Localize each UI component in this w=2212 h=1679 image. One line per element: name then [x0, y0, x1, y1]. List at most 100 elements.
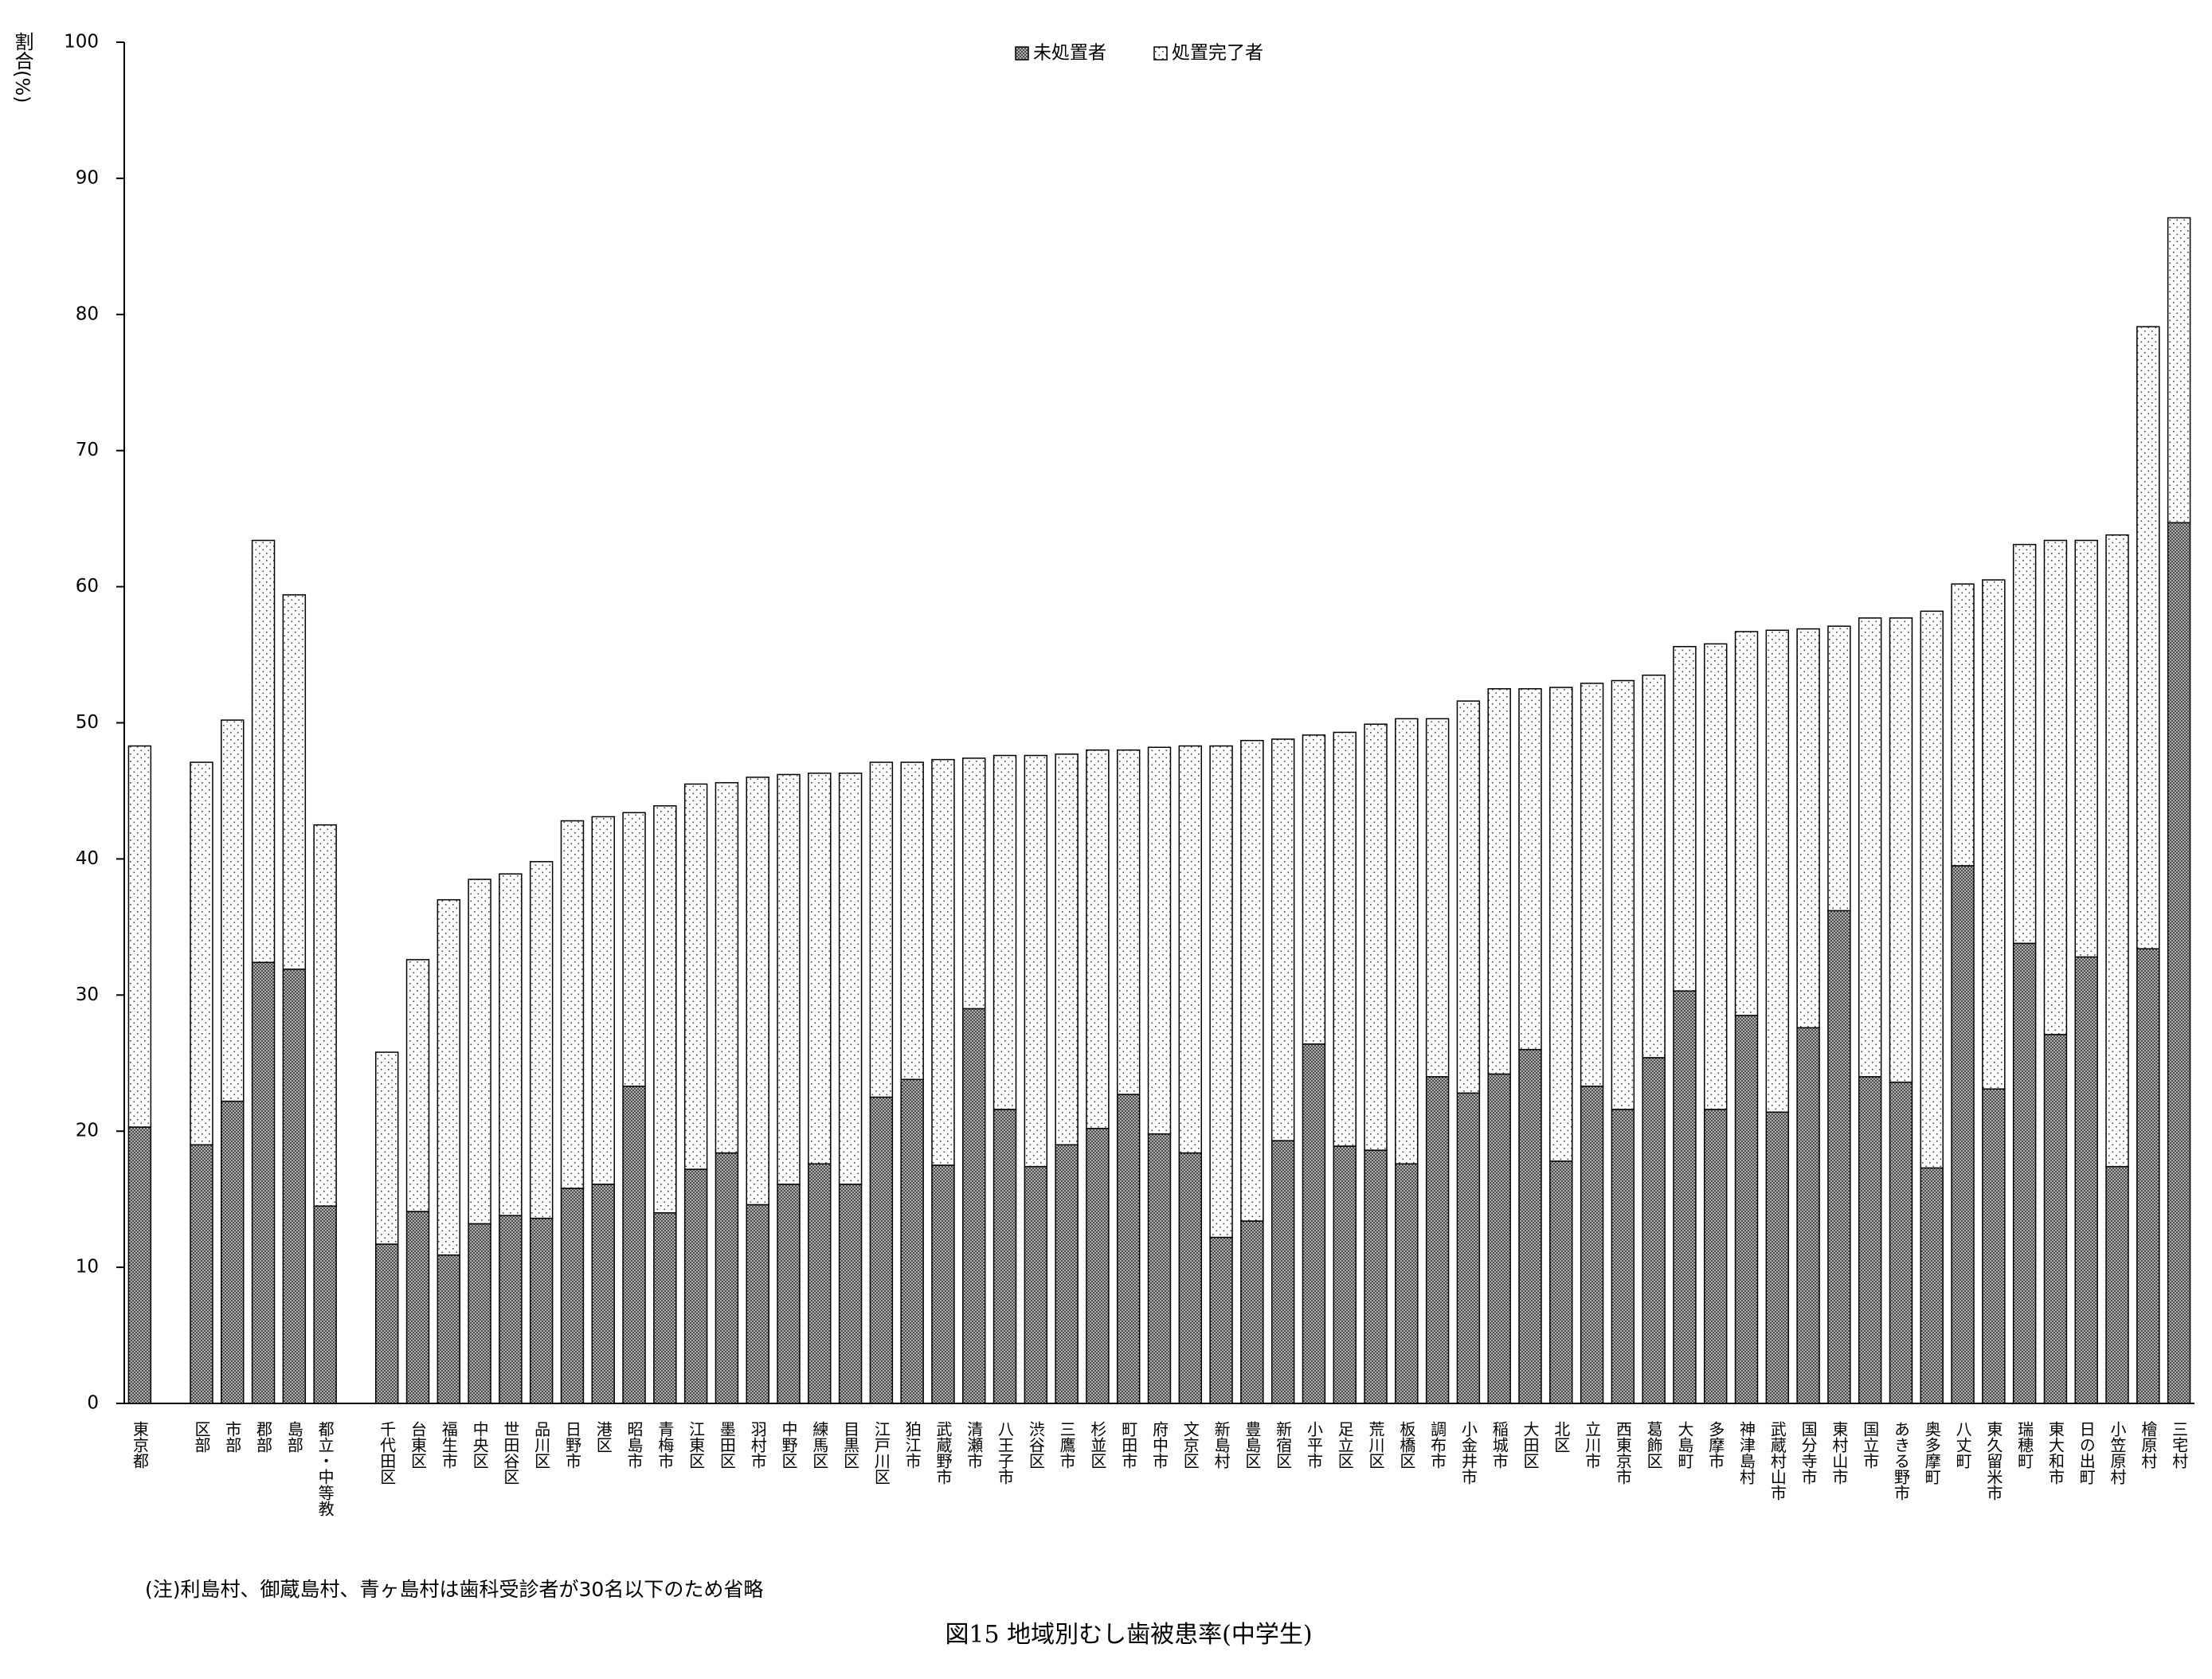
bar-segment	[1425, 1076, 1450, 1404]
x-tick-label: 町田市	[1119, 1421, 1138, 1469]
x-tick-label: 渋谷区	[1026, 1421, 1045, 1469]
bar-segment	[1580, 683, 1604, 1087]
x-tick-label: 日の出町	[2077, 1421, 2096, 1485]
x-tick-label: 世田谷区	[501, 1421, 520, 1485]
bar-segment	[1889, 1081, 1913, 1404]
bar-segment	[746, 777, 769, 1206]
bar-segment	[529, 1217, 554, 1404]
bar-segment	[1611, 679, 1635, 1110]
x-tick-label: 江東区	[687, 1421, 706, 1469]
x-tick-label: 神津島村	[1737, 1421, 1756, 1485]
bar-segment	[1086, 1128, 1110, 1404]
bar-segment	[1209, 745, 1233, 1239]
bar-segment	[1518, 1048, 1542, 1404]
bar-segment	[622, 1086, 646, 1404]
x-tick-label: 葛飾区	[1644, 1421, 1663, 1469]
y-tick-label: 0	[87, 1393, 99, 1414]
bar-segment	[1704, 643, 1728, 1110]
bar-segment	[127, 745, 152, 1128]
x-tick-label: 目黒区	[841, 1421, 860, 1469]
bar-segment	[1302, 1043, 1326, 1404]
x-tick-label: 島部	[284, 1421, 303, 1453]
bar-segment	[2105, 1165, 2129, 1404]
x-tick-label: 板橋区	[1397, 1421, 1416, 1469]
x-tick-label: 瑞穂町	[2015, 1421, 2034, 1469]
y-tick-label: 20	[76, 1121, 99, 1141]
bar-segment	[1024, 1165, 1048, 1404]
bar-segment	[2043, 539, 2068, 1035]
bar-segment	[1270, 1140, 1295, 1404]
bar-segment	[468, 879, 491, 1225]
bar-segment	[1147, 1133, 1172, 1404]
bar-segment	[437, 898, 461, 1256]
bar-segment	[653, 1211, 677, 1404]
bar-segment	[1549, 1160, 1573, 1404]
bar-segment	[1827, 625, 1851, 912]
bar-segment	[1395, 718, 1419, 1164]
x-tick-label: 東村山市	[1830, 1421, 1849, 1485]
x-tick-label: 国分寺市	[1799, 1421, 1818, 1485]
bar-segment	[1178, 745, 1203, 1154]
bar-segment	[1209, 1236, 1233, 1404]
y-tick-label: 70	[76, 440, 99, 460]
bar-segment	[405, 959, 430, 1212]
bar-segment	[1858, 617, 1882, 1078]
bar-segment	[1796, 628, 1820, 1029]
x-tick-label: 檜原村	[2139, 1421, 2158, 1469]
bar-segment	[1642, 1057, 1666, 1404]
bar-segment	[1920, 610, 1944, 1169]
bar-segment	[869, 761, 894, 1098]
y-tick-label: 90	[76, 167, 99, 188]
y-tick-label: 60	[76, 576, 99, 597]
bar-segment	[375, 1051, 399, 1245]
bar-segment	[127, 1126, 152, 1404]
bar-segment	[221, 719, 245, 1102]
x-tick-label: 八丈町	[1953, 1421, 1972, 1469]
bar-segment	[529, 861, 554, 1219]
bar-segment	[714, 1152, 739, 1404]
x-tick-label: 市部	[223, 1421, 242, 1453]
y-tick-label: 50	[76, 712, 99, 733]
bar-segment	[869, 1096, 894, 1404]
x-tick-label: 三鷹市	[1057, 1421, 1076, 1469]
x-tick-label: 杉並区	[1088, 1421, 1107, 1469]
bar-segment	[1951, 583, 1975, 867]
x-tick-label: 千代田区	[378, 1421, 397, 1485]
y-tick-label: 80	[76, 303, 99, 324]
x-tick-label: 清瀬市	[965, 1421, 984, 1469]
bar-segment	[1270, 738, 1295, 1141]
y-tick-label: 30	[76, 984, 99, 1005]
bar-segment	[1086, 749, 1110, 1129]
y-axis-label: 割合(%)	[11, 32, 33, 104]
bar-segment	[1858, 1076, 1882, 1404]
bar-segment	[560, 820, 585, 1189]
y-tick-label: 40	[76, 848, 99, 869]
bar-segment	[683, 783, 708, 1170]
bar-segment	[653, 804, 677, 1214]
x-tick-label: 都立・中等教	[315, 1421, 335, 1517]
x-tick-label: 八王子市	[996, 1421, 1015, 1485]
x-tick-label: 府中市	[1150, 1421, 1169, 1469]
bar-segment	[2136, 948, 2160, 1404]
x-tick-label: 大田区	[1521, 1421, 1540, 1469]
bar-segment	[313, 1205, 337, 1404]
x-tick-label: 江戸川区	[871, 1421, 891, 1485]
bar-segment	[2043, 1034, 2068, 1404]
x-tick-label: 新宿区	[1274, 1421, 1293, 1469]
bar-segment	[1920, 1167, 1944, 1404]
bar-segment	[1302, 734, 1326, 1045]
bar-segment	[931, 1164, 955, 1404]
bar-segment	[591, 1184, 615, 1404]
bar-segment	[931, 758, 955, 1166]
bar-segment	[1456, 1092, 1481, 1404]
bar-segment	[282, 594, 307, 970]
legend-label: 未処置者	[1033, 43, 1106, 64]
bar-segment	[1734, 1015, 1759, 1404]
bar-segment	[1333, 1145, 1357, 1404]
x-tick-label: 中野区	[779, 1421, 798, 1469]
x-tick-label: 区部	[192, 1421, 211, 1453]
bar-segment	[1425, 718, 1450, 1078]
bar-segment	[499, 1215, 523, 1404]
x-tick-label: 国立市	[1861, 1421, 1880, 1469]
